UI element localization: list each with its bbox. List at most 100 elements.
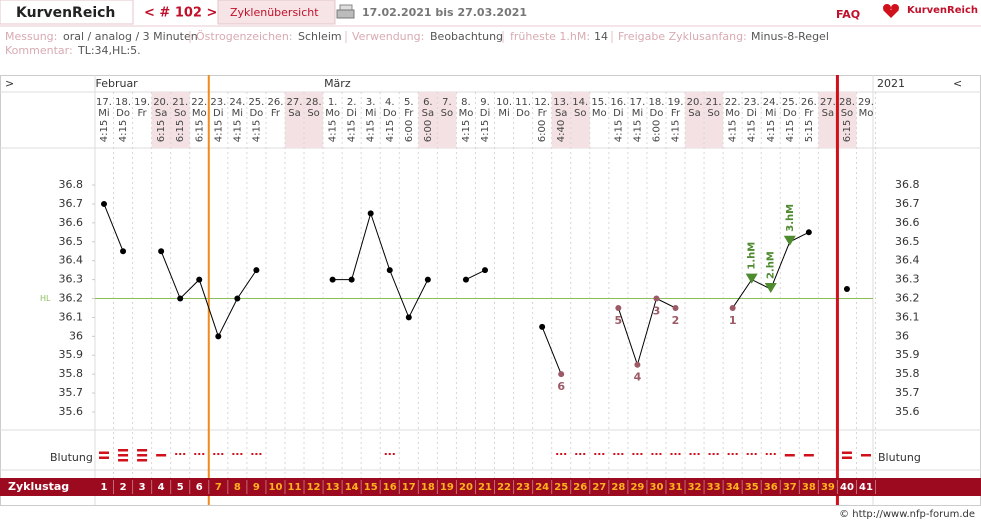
day-number: 23.	[744, 97, 760, 108]
weekday: Fr	[404, 108, 414, 119]
cycle-day: 32	[688, 482, 702, 493]
time: 6:15	[156, 120, 167, 142]
bleeding-mark	[803, 454, 814, 457]
day-number: 26.	[801, 97, 817, 108]
cycle-day: 10	[268, 482, 282, 493]
temp-point	[634, 361, 641, 368]
overview-tab[interactable]: Zyklenübersicht	[230, 6, 319, 19]
day-number: 8.	[461, 97, 471, 108]
nav-left[interactable]: >	[5, 77, 14, 90]
day-number: 21.	[706, 97, 722, 108]
weekday: Mo	[859, 108, 874, 119]
day-number: 26.	[267, 97, 283, 108]
weekday: Fr	[538, 108, 548, 119]
temp-point	[405, 314, 412, 321]
time: 4:15	[118, 120, 129, 142]
cycle-day: 8	[234, 482, 241, 493]
bleeding-mark	[384, 453, 395, 455]
temp-point	[672, 304, 679, 311]
bleeding-mark	[746, 453, 757, 455]
time: 4:15	[232, 120, 243, 142]
hm-marker	[745, 273, 758, 284]
temp-point	[215, 333, 222, 340]
weekend-shade	[818, 92, 838, 148]
cycle-nav[interactable]: < # 102 >	[144, 6, 217, 21]
weekday: Mo	[459, 108, 474, 119]
day-number: 18.	[115, 97, 131, 108]
cycle-day: 18	[421, 482, 435, 493]
y-tick-label: 35.8	[59, 367, 84, 380]
info-value: Beobachtung	[430, 30, 503, 43]
weekend-shade	[170, 92, 190, 148]
weekday: Mi	[498, 108, 509, 119]
day-number: 15.	[591, 97, 607, 108]
cycle-day: 35	[745, 482, 759, 493]
temp-line	[103, 203, 124, 252]
cycle-day: 41	[859, 482, 873, 493]
cycle-day: 17	[402, 482, 416, 493]
weekday: Do	[783, 108, 797, 119]
day-number: 27.	[287, 97, 303, 108]
weekend-shade	[418, 92, 438, 148]
y-tick-label-right: 35.6	[895, 405, 920, 418]
y-tick-label: 35.6	[59, 405, 84, 418]
temp-point	[177, 295, 184, 302]
app-name[interactable]: KurvenReich	[16, 5, 115, 21]
temp-point	[805, 229, 812, 236]
info-label: Östrogenzeichen:	[196, 30, 293, 43]
low-label: 1	[729, 314, 737, 327]
cycle-day: 19	[440, 482, 454, 493]
time: 6:15	[175, 120, 186, 142]
day-number: 13.	[553, 97, 569, 108]
hm-label: 1.hM	[747, 242, 758, 270]
y-tick-label-right: 36.5	[895, 235, 920, 248]
bleeding-mark	[575, 453, 586, 455]
temp-point	[234, 295, 241, 302]
temp-point	[424, 276, 431, 283]
chart: > <2021Februar17.Mi4:1518.Do4:1519.Fr20.S…	[0, 75, 981, 505]
weekday: Sa	[555, 108, 567, 119]
cycle-day: 26	[573, 482, 587, 493]
printer-icon[interactable]	[336, 4, 355, 19]
time: 4:15	[613, 120, 624, 142]
temp-line	[617, 297, 676, 367]
weekday: So	[574, 108, 586, 119]
nav-right[interactable]: <	[953, 77, 962, 90]
cycle-day: 9	[253, 482, 260, 493]
day-number: 18.	[648, 97, 664, 108]
cycle-day: 20	[459, 482, 473, 493]
day-number: 19.	[134, 97, 150, 108]
day-number: 11.	[515, 97, 531, 108]
weekend-shade	[151, 92, 171, 148]
hl-label: HL	[40, 294, 51, 303]
cycle-day: 1	[101, 482, 108, 493]
day-number: 28.	[839, 97, 855, 108]
bleeding-mark	[213, 453, 224, 455]
day-number: 7.	[442, 97, 452, 108]
y-tick-label-right: 36.4	[895, 254, 920, 267]
day-number: 1.	[328, 97, 338, 108]
comment-value: TL:34,HL:5.	[77, 44, 141, 57]
temp-point	[101, 200, 107, 207]
hm-marker	[764, 283, 777, 294]
weekday: Fr	[138, 108, 148, 119]
y-tick-label: 36	[69, 329, 83, 342]
day-number: 17.	[629, 97, 645, 108]
weekday: Mo	[592, 108, 607, 119]
bleeding-mark	[594, 453, 605, 455]
cycle-day: 24	[535, 482, 549, 493]
weekday: Mi	[632, 108, 643, 119]
info-value: Schleim	[298, 30, 342, 43]
month-label: Februar	[95, 77, 138, 90]
cycle-day: 39	[821, 482, 835, 493]
temp-point	[158, 248, 165, 255]
temp-point	[329, 276, 336, 283]
faq-link[interactable]: FAQ	[836, 8, 860, 21]
weekend-shade	[704, 92, 724, 148]
day-number: 24.	[229, 97, 245, 108]
weekend-shade	[437, 92, 457, 148]
bleeding-mark	[784, 454, 795, 457]
hm-label: 3.hM	[785, 204, 796, 232]
day-number: 12.	[534, 97, 550, 108]
cycle-day: 37	[783, 482, 797, 493]
